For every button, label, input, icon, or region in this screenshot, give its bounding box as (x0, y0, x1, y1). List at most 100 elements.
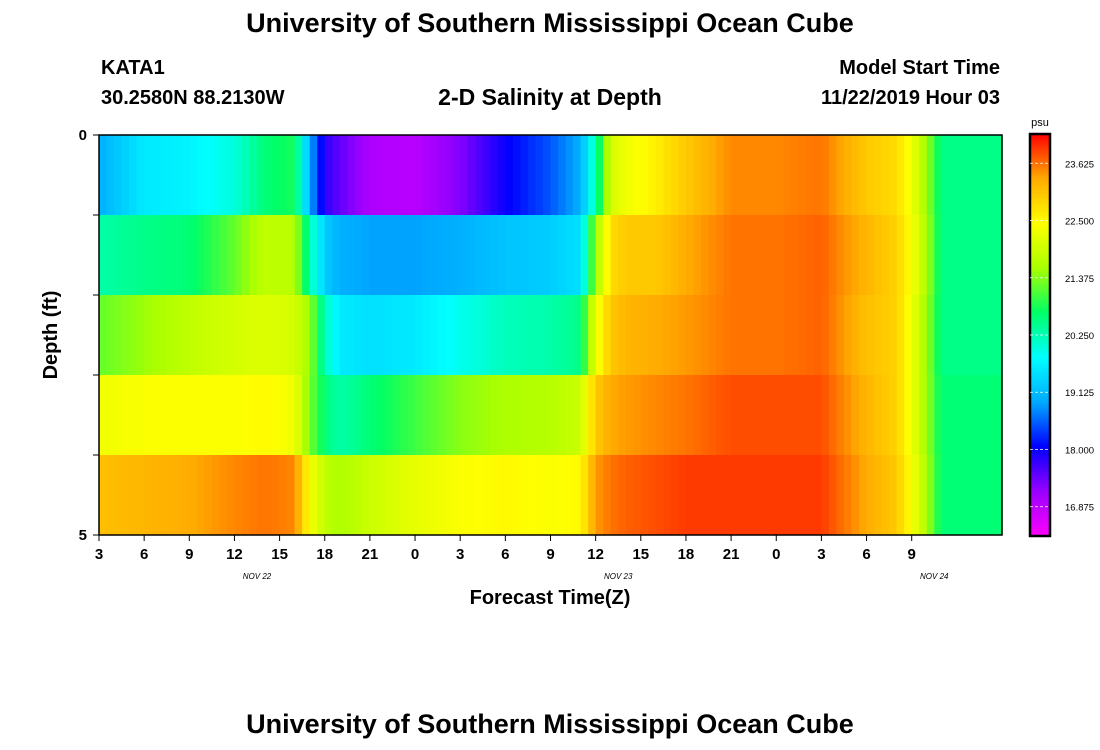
colorbar-tick-label: 21.375 (1065, 274, 1094, 285)
heatmap-cell (527, 295, 537, 375)
heatmap-cell (196, 455, 205, 535)
colorbar-tick-label: 22.500 (1065, 217, 1094, 228)
x-tick-label: 9 (185, 546, 193, 563)
heatmap-cell (866, 295, 875, 375)
heatmap-cell (437, 215, 446, 295)
heatmap-cell (783, 295, 792, 375)
heatmap-cell (422, 295, 431, 375)
heatmap-cell (302, 295, 311, 375)
heatmap-cells (99, 135, 1003, 535)
heatmap-cell (159, 375, 168, 455)
heatmap-cell (821, 455, 830, 535)
heatmap-cell (542, 455, 552, 535)
heatmap-cell (648, 375, 657, 455)
heatmap-cell (603, 135, 612, 215)
heatmap-cell (219, 215, 228, 295)
heatmap-cell (979, 215, 988, 295)
heatmap-cell (941, 135, 950, 215)
heatmap-cell (828, 295, 838, 375)
heatmap-cell (392, 375, 401, 455)
heatmap-cell (678, 375, 687, 455)
heatmap-cell (317, 135, 326, 215)
heatmap-cell (956, 215, 965, 295)
heatmap-cell (941, 295, 950, 375)
heatmap-cell (813, 295, 823, 375)
y-tick-label: 0 (79, 127, 87, 144)
heatmap-cell (956, 375, 965, 455)
heatmap-cell (776, 295, 785, 375)
heatmap-cell (520, 135, 529, 215)
heatmap-cell (219, 295, 228, 375)
heatmap-cell (512, 135, 522, 215)
heatmap-cell (369, 135, 379, 215)
x-tick-label: 6 (501, 546, 509, 563)
heatmap-cell (911, 135, 920, 215)
heatmap-cell (174, 375, 183, 455)
heatmap-cell (971, 215, 981, 295)
heatmap-cell (618, 135, 627, 215)
heatmap-cell (843, 455, 853, 535)
heatmap-cell (896, 455, 905, 535)
date-label: NOV 23 (604, 572, 633, 581)
heatmap-cell (196, 295, 205, 375)
heatmap-cell (716, 135, 725, 215)
heatmap-cell (889, 135, 898, 215)
heatmap-cell (866, 135, 875, 215)
heatmap-cell (136, 455, 145, 535)
heatmap-cell (565, 295, 574, 375)
heatmap-cell (309, 295, 318, 375)
heatmap-cell (866, 455, 875, 535)
heatmap-cell (874, 295, 883, 375)
heatmap-cell (512, 295, 522, 375)
heatmap-cell (535, 215, 544, 295)
heatmap-cell (490, 455, 499, 535)
heatmap-cell (881, 215, 890, 295)
heatmap-cell (550, 215, 559, 295)
heatmap-cell (670, 455, 680, 535)
heatmap-cell (430, 135, 439, 215)
heatmap-cell (798, 135, 807, 215)
heatmap-cell (226, 215, 236, 295)
heatmap-cell (309, 135, 318, 215)
heatmap-cell (535, 135, 544, 215)
heatmap-cell (542, 295, 552, 375)
heatmap-cell (332, 135, 341, 215)
heatmap-cell (971, 135, 981, 215)
heatmap-cell (640, 215, 649, 295)
heatmap-cell (633, 215, 642, 295)
x-tick-label: 3 (95, 546, 103, 563)
heatmap-cell (490, 135, 499, 215)
heatmap-cell (648, 215, 657, 295)
heatmap-cell (746, 375, 755, 455)
heatmap-cell (114, 215, 123, 295)
heatmap-cell (701, 455, 710, 535)
heatmap-cell (347, 215, 356, 295)
heatmap-cell (324, 215, 333, 295)
heatmap-cell (708, 375, 717, 455)
heatmap-cell (806, 295, 815, 375)
heatmap-cell (166, 215, 175, 295)
heatmap-cell (550, 375, 559, 455)
heatmap-cell (731, 375, 740, 455)
heatmap-cell (618, 375, 627, 455)
heatmap-cell (558, 295, 567, 375)
heatmap-cell (655, 455, 664, 535)
heatmap-cell (151, 455, 160, 535)
heatmap-cell (761, 135, 770, 215)
heatmap-cell (859, 215, 868, 295)
heatmap-cell (241, 375, 251, 455)
heatmap-cell (783, 215, 792, 295)
heatmap-cell (828, 215, 838, 295)
heatmap-cell (527, 215, 537, 295)
heatmap-cell (655, 215, 664, 295)
heatmap-cell (625, 135, 634, 215)
heatmap-cell (377, 375, 386, 455)
heatmap-cell (362, 135, 371, 215)
heatmap-cell (986, 215, 996, 295)
heatmap-cell (859, 375, 868, 455)
heatmap-cell (851, 295, 860, 375)
heatmap-cell (791, 375, 800, 455)
heatmap-cell (430, 215, 439, 295)
heatmap-cell (475, 135, 484, 215)
heatmap-cell (964, 135, 973, 215)
